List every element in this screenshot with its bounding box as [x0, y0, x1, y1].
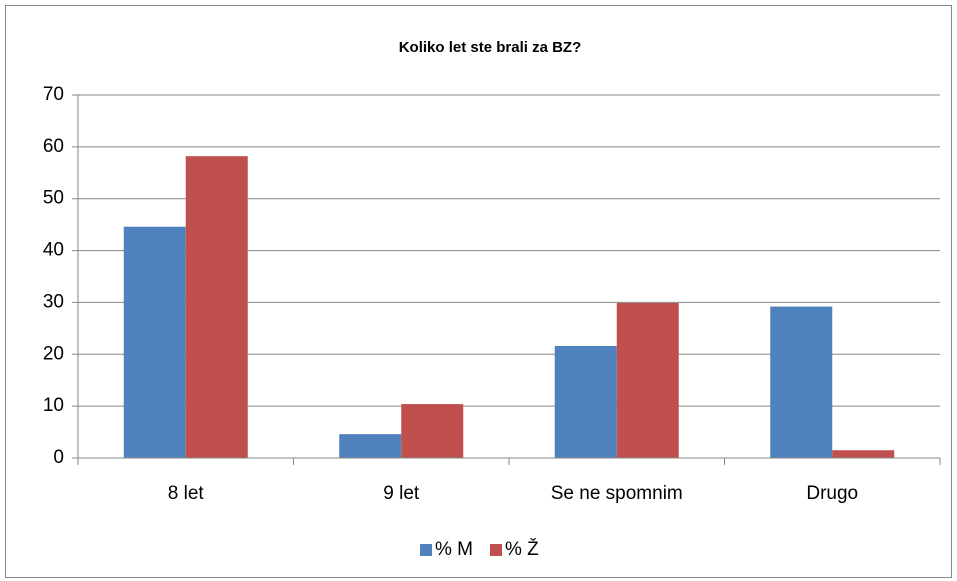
bar [616, 302, 679, 458]
y-tick-label: 30 [43, 291, 64, 312]
legend-swatch [420, 544, 432, 556]
y-tick-label: 0 [53, 447, 64, 468]
bar [401, 404, 464, 458]
x-tick-label: 8 let [168, 483, 205, 504]
bar [123, 226, 186, 458]
bar [554, 345, 617, 458]
legend-swatch [490, 544, 502, 556]
x-tick-label: Drugo [806, 483, 858, 504]
legend-label: % M [435, 539, 473, 560]
chart-title: Koliko let ste brali za BZ? [399, 39, 582, 56]
x-tick-label: Se ne spomnim [551, 483, 683, 504]
bar [770, 306, 833, 458]
bar [832, 450, 895, 458]
y-tick-label: 50 [43, 188, 64, 209]
legend-label: % Ž [505, 538, 539, 560]
y-tick-label: 40 [43, 240, 64, 261]
y-tick-label: 60 [43, 136, 64, 157]
y-tick-label: 20 [43, 343, 64, 364]
x-tick-label: 9 let [383, 483, 420, 504]
bar [185, 156, 248, 459]
y-tick-label: 10 [43, 395, 64, 416]
y-tick-label: 70 [43, 84, 64, 105]
bar [339, 434, 402, 458]
